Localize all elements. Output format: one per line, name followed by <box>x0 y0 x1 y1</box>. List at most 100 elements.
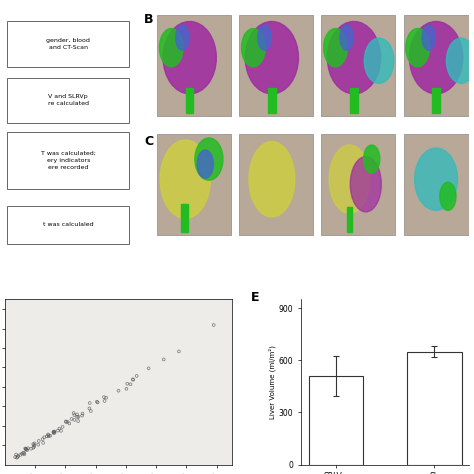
Ellipse shape <box>249 142 295 217</box>
Point <box>210 321 218 329</box>
Point <box>71 416 78 424</box>
Ellipse shape <box>328 21 381 94</box>
Ellipse shape <box>245 21 299 94</box>
Ellipse shape <box>415 148 457 210</box>
Ellipse shape <box>440 182 456 210</box>
Point <box>20 451 28 458</box>
Point <box>23 446 31 454</box>
Ellipse shape <box>364 145 380 173</box>
Point <box>57 427 65 435</box>
Point <box>70 409 77 417</box>
Point <box>160 356 167 363</box>
Point <box>78 412 86 419</box>
Text: E: E <box>251 291 259 304</box>
Ellipse shape <box>350 156 381 212</box>
FancyBboxPatch shape <box>7 132 129 189</box>
Bar <box>186 88 193 113</box>
Point <box>127 381 134 388</box>
FancyBboxPatch shape <box>321 134 395 235</box>
Text: B: B <box>144 13 154 26</box>
Bar <box>432 88 440 113</box>
Point <box>123 380 131 387</box>
Point <box>101 397 109 405</box>
Point <box>21 445 29 452</box>
FancyBboxPatch shape <box>7 78 129 123</box>
Point <box>14 453 21 461</box>
Point <box>74 413 82 421</box>
Point <box>87 407 95 415</box>
Point <box>73 413 81 420</box>
Point <box>51 429 58 437</box>
Text: V and SLRVp
re calculated: V and SLRVp re calculated <box>48 94 89 107</box>
Point <box>29 440 37 448</box>
Bar <box>181 204 188 232</box>
Bar <box>407 352 462 465</box>
Point <box>17 451 24 459</box>
Point <box>29 444 37 452</box>
Ellipse shape <box>195 138 223 180</box>
Ellipse shape <box>365 38 394 83</box>
Point <box>64 418 72 426</box>
Point <box>39 439 47 447</box>
Point <box>86 405 93 412</box>
Point <box>94 399 101 406</box>
Point <box>39 436 46 443</box>
Bar <box>350 88 358 113</box>
Point <box>27 445 35 453</box>
Point <box>43 433 51 440</box>
FancyBboxPatch shape <box>403 16 474 116</box>
Ellipse shape <box>163 21 216 94</box>
Point <box>12 451 20 458</box>
Point <box>79 410 86 418</box>
Point <box>44 430 52 438</box>
Point <box>31 439 38 447</box>
Point <box>18 450 26 457</box>
Point <box>55 425 63 432</box>
Point <box>86 399 93 407</box>
Point <box>115 387 122 394</box>
Point <box>49 428 57 436</box>
Point <box>71 411 78 419</box>
Point <box>93 398 100 405</box>
Ellipse shape <box>447 38 474 83</box>
Point <box>175 347 182 355</box>
Point <box>129 375 137 383</box>
Ellipse shape <box>422 25 435 50</box>
Point <box>129 376 137 383</box>
FancyBboxPatch shape <box>239 134 313 235</box>
Point <box>22 445 30 453</box>
Text: gender, blood
and CT-Scan: gender, blood and CT-Scan <box>46 38 90 50</box>
Point <box>22 446 30 454</box>
FancyBboxPatch shape <box>321 16 395 116</box>
Point <box>54 427 62 434</box>
FancyBboxPatch shape <box>239 16 313 116</box>
FancyBboxPatch shape <box>7 21 129 67</box>
Point <box>68 415 75 423</box>
Point <box>22 445 30 453</box>
Bar <box>346 207 353 232</box>
Y-axis label: Liver Volume (ml/m²): Liver Volume (ml/m²) <box>268 345 276 419</box>
Point <box>50 428 58 436</box>
Point <box>102 394 110 401</box>
Point <box>133 372 140 380</box>
Point <box>24 445 32 452</box>
Bar <box>309 376 363 465</box>
Point <box>65 419 73 427</box>
Point <box>51 428 58 435</box>
Ellipse shape <box>406 28 429 67</box>
Point <box>74 417 82 425</box>
Point <box>19 449 27 456</box>
Point <box>123 385 130 392</box>
Point <box>63 418 70 426</box>
Point <box>14 452 22 460</box>
Point <box>30 443 38 451</box>
Point <box>62 418 70 425</box>
Ellipse shape <box>329 145 370 213</box>
Point <box>35 441 42 448</box>
Ellipse shape <box>340 25 353 50</box>
Point <box>45 432 53 440</box>
Ellipse shape <box>324 28 347 67</box>
Ellipse shape <box>176 25 189 50</box>
Point <box>30 441 38 449</box>
Text: C: C <box>144 135 153 148</box>
